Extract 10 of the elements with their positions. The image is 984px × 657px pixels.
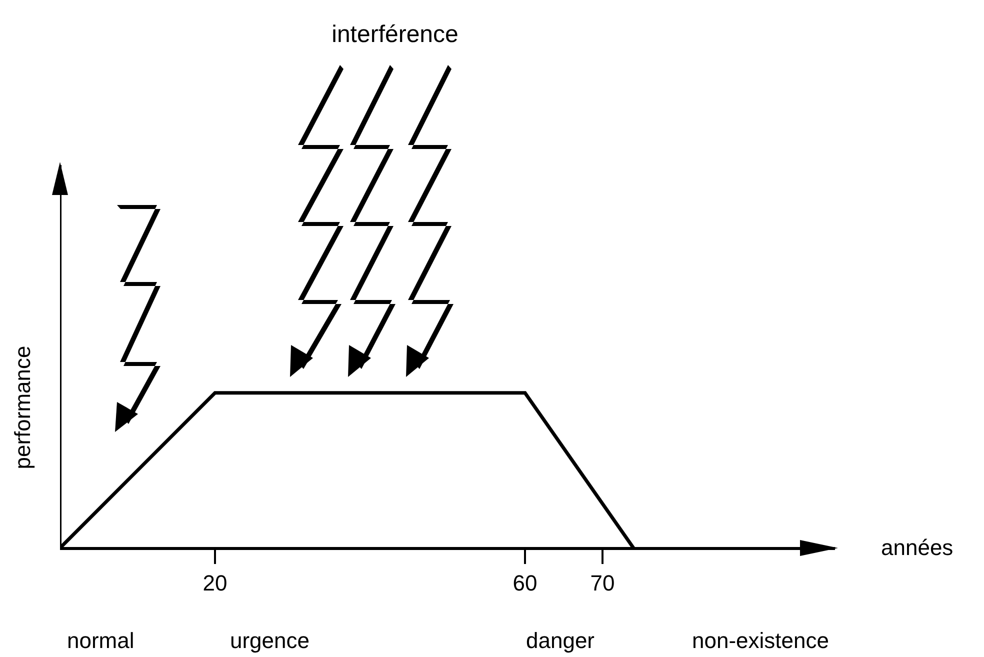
x-axis-title: années (881, 535, 954, 560)
x-tick-label: 20 (202, 570, 228, 596)
text: normal (67, 628, 134, 653)
text: urgence (230, 628, 310, 653)
x-tick-label: 70 (590, 570, 615, 596)
text: non-existence (692, 628, 829, 653)
text: danger (526, 628, 595, 653)
chart-title: interférence (332, 20, 458, 48)
y-axis-title: performance (10, 346, 35, 470)
x-tick-label: 60 (512, 570, 538, 596)
